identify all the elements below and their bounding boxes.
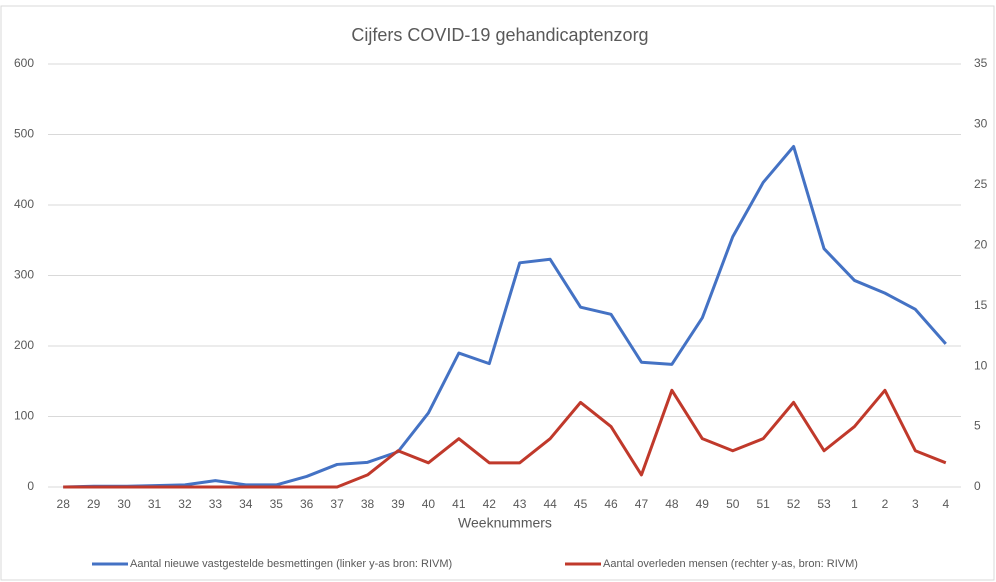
x-tick-label: 37 bbox=[330, 497, 344, 511]
y-tick-label: 200 bbox=[14, 338, 34, 352]
x-tick-label: 48 bbox=[665, 497, 679, 511]
x-tick-label: 53 bbox=[817, 497, 831, 511]
x-tick-label: 31 bbox=[148, 497, 162, 511]
x-tick-label: 30 bbox=[117, 497, 131, 511]
y-tick-label: 500 bbox=[14, 127, 34, 141]
y-tick-label: 300 bbox=[14, 268, 34, 282]
y2-tick-label: 10 bbox=[974, 358, 988, 372]
y2-tick-label: 25 bbox=[974, 177, 988, 191]
x-tick-label: 38 bbox=[361, 497, 375, 511]
chart-title: Cijfers COVID-19 gehandicaptenzorg bbox=[351, 25, 648, 45]
x-tick-label: 49 bbox=[696, 497, 710, 511]
x-tick-label: 42 bbox=[483, 497, 497, 511]
x-tick-label: 29 bbox=[87, 497, 101, 511]
y-tick-label: 400 bbox=[14, 197, 34, 211]
x-axis-title: Weeknummers bbox=[458, 515, 552, 531]
x-tick-label: 40 bbox=[422, 497, 436, 511]
series-line bbox=[63, 388, 947, 489]
x-tick-label: 33 bbox=[209, 497, 223, 511]
y2-tick-label: 0 bbox=[974, 479, 981, 493]
y2-tick-label: 20 bbox=[974, 237, 988, 251]
x-tick-label: 39 bbox=[391, 497, 405, 511]
y2-tick-label: 15 bbox=[974, 298, 988, 312]
x-tick-label: 32 bbox=[178, 497, 192, 511]
y-tick-label: 600 bbox=[14, 56, 34, 70]
y2-tick-label: 30 bbox=[974, 117, 988, 131]
x-tick-label: 51 bbox=[757, 497, 771, 511]
y2-tick-label: 35 bbox=[974, 56, 988, 70]
x-tick-label: 44 bbox=[543, 497, 557, 511]
x-tick-label: 35 bbox=[270, 497, 284, 511]
x-tick-label: 46 bbox=[604, 497, 618, 511]
x-tick-label: 52 bbox=[787, 497, 801, 511]
x-tick-label: 36 bbox=[300, 497, 314, 511]
y-tick-label: 0 bbox=[27, 479, 34, 493]
x-tick-label: 47 bbox=[635, 497, 649, 511]
x-tick-label: 45 bbox=[574, 497, 588, 511]
legend-label: Aantal overleden mensen (rechter y-as, b… bbox=[603, 558, 858, 570]
x-tick-label: 28 bbox=[57, 497, 71, 511]
chart-frame bbox=[0, 5, 995, 581]
x-tick-label: 1 bbox=[851, 497, 858, 511]
legend-label: Aantal nieuwe vastgestelde besmettingen … bbox=[130, 558, 452, 570]
y2-tick-label: 5 bbox=[974, 419, 981, 433]
x-tick-label: 3 bbox=[912, 497, 919, 511]
series-line bbox=[63, 144, 947, 489]
y-tick-label: 100 bbox=[14, 409, 34, 423]
x-tick-label: 2 bbox=[882, 497, 889, 511]
x-tick-label: 34 bbox=[239, 497, 253, 511]
x-tick-label: 41 bbox=[452, 497, 466, 511]
x-tick-label: 50 bbox=[726, 497, 740, 511]
x-tick-label: 4 bbox=[942, 497, 949, 511]
x-tick-label: 43 bbox=[513, 497, 527, 511]
